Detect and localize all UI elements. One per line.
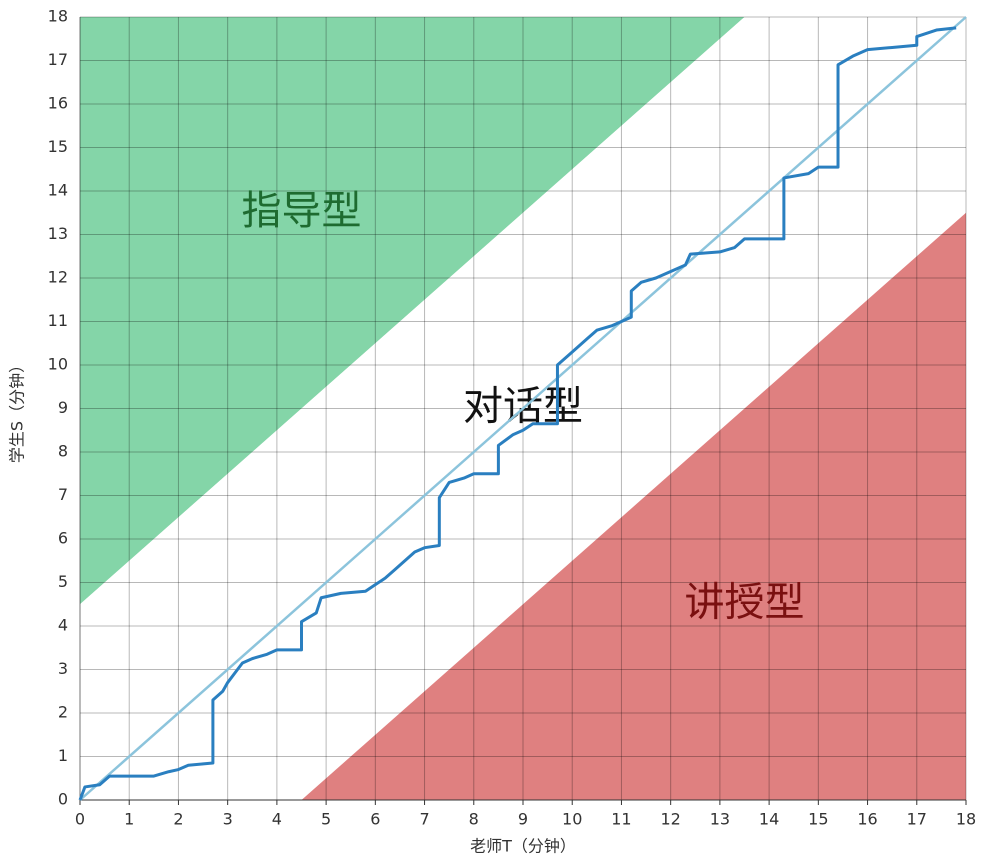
x-axis-label: 老师T（分钟） [470, 837, 576, 856]
x-tick-label: 0 [75, 810, 85, 829]
y-tick-label: 15 [48, 137, 68, 156]
x-tick-label: 6 [370, 810, 380, 829]
y-tick-label: 1 [58, 746, 68, 765]
region-label: 对话型 [463, 384, 583, 430]
x-tick-label: 14 [759, 810, 779, 829]
y-tick-label: 14 [48, 181, 68, 200]
x-tick-label: 12 [660, 810, 680, 829]
region-label: 指导型 [242, 188, 362, 234]
y-tick-label: 9 [58, 398, 68, 417]
x-tick-label: 17 [907, 810, 927, 829]
y-tick-label: 12 [48, 268, 68, 287]
y-tick-label: 6 [58, 529, 68, 548]
x-tick-label: 10 [562, 810, 582, 829]
x-tick-label: 16 [857, 810, 877, 829]
y-tick-label: 13 [48, 224, 68, 243]
x-tick-label: 11 [611, 810, 631, 829]
x-tick-label: 4 [272, 810, 282, 829]
x-tick-label: 5 [321, 810, 331, 829]
y-tick-label: 11 [48, 311, 68, 330]
x-tick-label: 9 [518, 810, 528, 829]
y-tick-label: 7 [58, 485, 68, 504]
reference-line [79, 16, 967, 801]
x-tick-label: 13 [710, 810, 730, 829]
y-tick-label: 10 [48, 355, 68, 374]
y-tick-label: 5 [58, 572, 68, 591]
x-tick-label: 8 [469, 810, 479, 829]
y-tick-label: 18 [48, 7, 68, 26]
x-tick-label: 1 [124, 810, 134, 829]
y-tick-label: 3 [58, 659, 68, 678]
x-tick-label: 7 [419, 810, 429, 829]
y-tick-label: 0 [58, 790, 68, 809]
y-tick-label: 16 [48, 94, 68, 113]
region [301, 212, 966, 800]
y-axis-label: 学生S（分钟） [8, 357, 27, 463]
x-tick-label: 3 [223, 810, 233, 829]
x-tick-label: 18 [956, 810, 976, 829]
y-tick-label: 8 [58, 442, 68, 461]
region-label: 讲授型 [685, 579, 805, 625]
y-tick-label: 2 [58, 703, 68, 722]
x-tick-label: 15 [808, 810, 828, 829]
y-tick-label: 4 [58, 616, 68, 635]
x-tick-label: 2 [173, 810, 183, 829]
y-tick-label: 17 [48, 50, 68, 69]
st-curve [78, 26, 957, 801]
